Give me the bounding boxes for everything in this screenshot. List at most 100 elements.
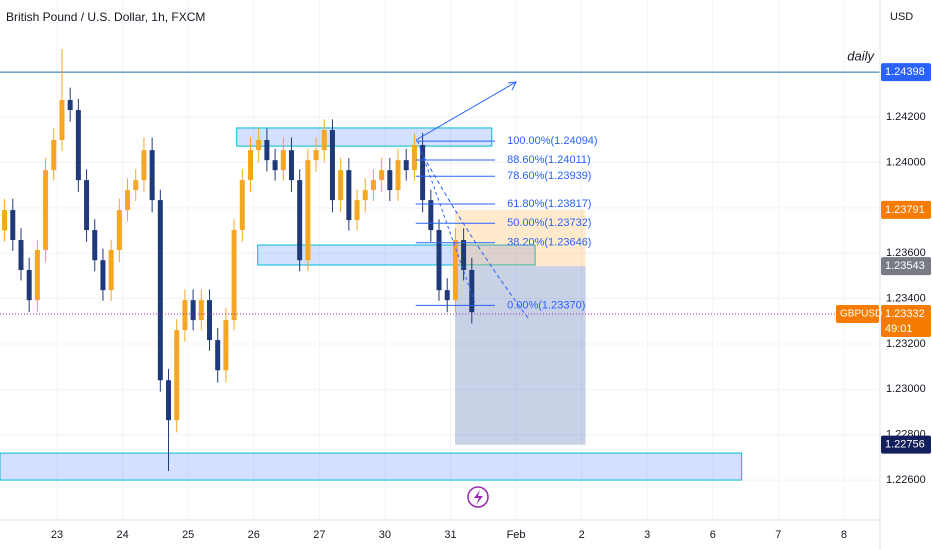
candle-body <box>34 250 40 301</box>
price-tag-label: 1.23332 <box>885 308 925 320</box>
x-tick-label: 3 <box>644 529 650 541</box>
stop-zone <box>455 209 586 267</box>
y-tick-label: 1.22600 <box>886 474 926 486</box>
event-bolt <box>474 490 483 505</box>
candle-body <box>346 170 352 221</box>
y-tick-label: 1.23200 <box>886 338 926 350</box>
y-tick-label: 1.23000 <box>886 383 926 395</box>
candle-body <box>108 250 114 291</box>
candle-body <box>362 190 368 201</box>
candle-body <box>239 180 245 231</box>
x-tick-label: 31 <box>444 529 456 541</box>
candle-body <box>387 170 393 191</box>
candle-body <box>420 144 426 201</box>
fib-label: 50.00%(1.23732) <box>507 217 591 229</box>
candle-body <box>247 150 253 181</box>
event-icon[interactable] <box>467 486 489 508</box>
candle-body <box>207 300 213 341</box>
candle-body <box>166 380 172 421</box>
arrow-head <box>507 81 517 91</box>
candle-body <box>280 150 286 171</box>
fib-label: 88.60%(1.24011) <box>507 154 591 166</box>
price-tag-label: 1.23791 <box>885 204 925 216</box>
candle-body <box>305 160 311 261</box>
candle-body <box>436 230 442 291</box>
candle-body <box>329 130 335 201</box>
price-tag <box>881 304 931 337</box>
candle-body <box>444 290 450 301</box>
timeframe-label: daily <box>847 48 875 63</box>
candle-body <box>354 200 360 221</box>
candle-body <box>215 340 221 371</box>
symbol-tag-label: GBPUSD <box>840 309 882 320</box>
fib-label: 78.60%(1.23939) <box>507 170 591 182</box>
candle-body <box>182 300 188 331</box>
candle-body <box>223 320 229 371</box>
candle-body <box>51 139 57 171</box>
y-tick-label: 1.24200 <box>886 111 926 123</box>
y-tick-label: 1.24000 <box>886 156 926 168</box>
candle-body <box>395 160 401 191</box>
candle-body <box>141 150 147 181</box>
price-tag-label: 1.23543 <box>885 260 925 272</box>
x-tick-label: 7 <box>775 529 781 541</box>
candle-body <box>43 170 49 251</box>
symbol-tag <box>836 304 879 323</box>
candle-body <box>452 240 458 301</box>
plot: 100.00%(1.24094) 88.60%(1.24011) 78.60%(1.… <box>0 0 880 520</box>
candle-body <box>288 150 294 181</box>
fib-trend <box>417 140 477 306</box>
candle-body <box>59 100 65 140</box>
fib-label: 61.80%(1.23817) <box>507 198 591 210</box>
candle-body <box>198 300 204 321</box>
fib-label: 38.20%(1.23646) <box>507 237 591 249</box>
x-tick-label: 27 <box>313 529 325 541</box>
x-tick-label: 30 <box>379 529 391 541</box>
arrow <box>415 81 517 141</box>
candle-body <box>2 210 8 231</box>
x-tick-label: 8 <box>841 529 847 541</box>
candle-body <box>411 144 417 171</box>
price-tag-label: 1.22756 <box>885 439 925 451</box>
x-tick-label: 6 <box>710 529 716 541</box>
currency: USD <box>890 11 913 23</box>
y-tick-label: 1.23600 <box>886 247 926 259</box>
candle-body <box>125 190 131 211</box>
candle-body <box>10 210 16 241</box>
zone <box>236 127 493 147</box>
candle-body <box>84 180 90 231</box>
x-tick-label: 25 <box>182 529 194 541</box>
candle-body <box>469 269 475 313</box>
y-tick-label: 1.23400 <box>886 292 926 304</box>
price-tag <box>881 435 931 454</box>
candle-body <box>272 160 278 171</box>
price-tag <box>881 200 931 219</box>
candle-body <box>75 110 81 181</box>
price-tag-countdown: 49:01 <box>885 323 913 335</box>
candle-body <box>428 200 434 231</box>
candle-body <box>256 139 262 151</box>
candle-body <box>231 230 237 321</box>
candle-body <box>92 230 98 261</box>
candle-body <box>67 100 73 111</box>
candle-body <box>26 269 32 301</box>
candle-body <box>174 330 180 421</box>
candle-body <box>133 180 139 191</box>
candle-body <box>157 200 163 381</box>
candle-body <box>321 130 327 151</box>
candle-body <box>18 240 24 270</box>
candle-body <box>116 210 122 251</box>
candle-body <box>313 150 319 161</box>
candle-body <box>190 300 196 321</box>
candle-body <box>379 170 385 181</box>
x-tick-label: 2 <box>579 529 585 541</box>
candle-body <box>461 240 467 270</box>
x-tick-label: Feb <box>507 529 526 541</box>
x-tick-label: 23 <box>51 529 63 541</box>
target-zone <box>455 266 586 445</box>
price-tag <box>881 257 931 276</box>
fib-label: 100.00%(1.24094) <box>507 135 598 147</box>
projection <box>419 149 529 319</box>
